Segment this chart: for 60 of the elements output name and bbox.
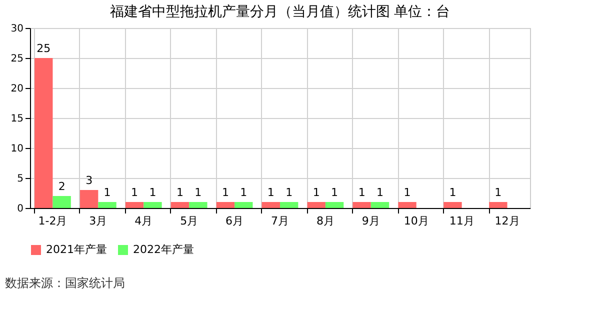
bar	[144, 202, 162, 208]
bar	[189, 202, 208, 208]
x-tick-label: 7月	[271, 214, 289, 228]
x-tick-label: 10月	[404, 214, 429, 228]
x-tick-label: 1-2月	[38, 214, 68, 228]
data-label: 1	[176, 186, 184, 199]
x-tick-label: 9月	[362, 214, 380, 228]
x-tick-label: 5月	[180, 214, 198, 228]
chart-title: 福建省中型拖拉机产量分月（当月值）统计图 单位：台	[110, 4, 450, 20]
data-label: 1	[194, 186, 202, 199]
bar	[98, 202, 116, 208]
bar	[307, 202, 326, 208]
data-label: 2	[58, 180, 66, 193]
legend-label: 2021年产量	[46, 243, 107, 256]
data-label: 1	[376, 186, 384, 199]
y-tick-label: 0	[17, 204, 24, 214]
bar	[325, 202, 344, 208]
source-note: 数据来源：国家统计局	[5, 276, 125, 290]
data-label: 1	[286, 186, 293, 199]
data-label: 1	[331, 186, 338, 199]
data-label: 1	[312, 186, 320, 199]
data-label: 1	[358, 186, 366, 199]
y-tick-label: 15	[10, 114, 24, 124]
x-tick-label: 8月	[316, 214, 334, 228]
data-label: 1	[222, 186, 229, 199]
data-label: 1	[240, 186, 248, 199]
y-tick-label: 30	[10, 24, 24, 34]
x-tick-label: 3月	[89, 214, 108, 228]
bar	[370, 202, 390, 208]
y-tick-label: 25	[10, 54, 24, 64]
y-tick-label: 10	[10, 144, 24, 154]
bar	[170, 202, 190, 208]
data-label: 25	[36, 42, 51, 55]
bar	[262, 202, 280, 208]
data-label: 3	[86, 174, 93, 187]
data-label: 1	[131, 186, 138, 199]
bar	[234, 202, 253, 208]
data-label: 1	[149, 186, 156, 199]
bar	[125, 202, 144, 208]
x-tick-label: 12月	[494, 214, 520, 228]
x-tick-label: 4月	[134, 214, 153, 228]
data-label: 1	[104, 186, 111, 199]
y-tick-label: 20	[10, 84, 24, 94]
data-label: 1	[449, 186, 456, 199]
bar	[352, 202, 371, 208]
data-label: 1	[267, 186, 274, 199]
bar	[34, 58, 53, 208]
x-tick-label: 6月	[226, 214, 244, 228]
bar	[80, 190, 98, 208]
bar	[398, 202, 416, 208]
legend-label: 2022年产量	[133, 243, 194, 256]
data-label: 1	[494, 186, 502, 199]
bar	[52, 196, 71, 208]
bar	[280, 202, 298, 208]
bar	[444, 202, 462, 208]
bar	[216, 202, 235, 208]
bar	[489, 202, 508, 208]
data-label: 1	[404, 186, 411, 199]
x-tick-label: 11月	[449, 214, 474, 228]
y-tick-label: 5	[17, 174, 24, 184]
